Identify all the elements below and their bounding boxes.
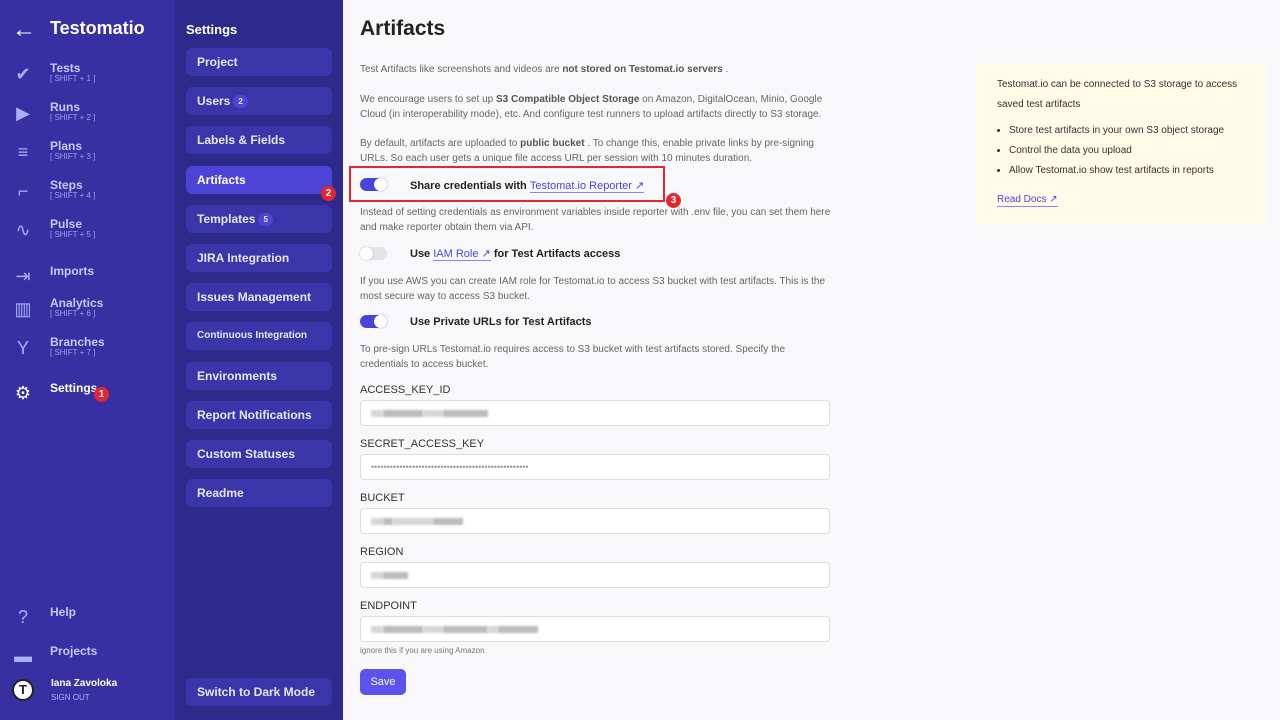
settings-item-custom-statuses[interactable]: Custom Statuses (186, 440, 332, 468)
list-check-icon: ≡ (17, 142, 29, 162)
settings-item-jira-integration[interactable]: JIRA Integration (186, 244, 332, 272)
settings-item-users[interactable]: Users 2 (186, 87, 332, 116)
gear-icon: ⚙ (14, 383, 32, 403)
nav-plans[interactable]: ≡ Plans[ SHIFT + 3 ] (0, 136, 175, 172)
dark-mode-button[interactable]: Switch to Dark Mode (186, 678, 332, 706)
settings-item-issues-management[interactable]: Issues Management (186, 283, 332, 312)
reporter-link[interactable]: Testomat.io Reporter ↗ (529, 180, 645, 193)
nav-help[interactable]: ? Help (0, 601, 175, 637)
nav-analytics[interactable]: ▥ Analytics[ SHIFT + 6 ] (0, 293, 175, 329)
nav-projects[interactable]: ▬ Projects (14, 644, 98, 666)
highlight-box (349, 166, 665, 202)
info-text: Testomat.io can be connected to S3 stora… (997, 79, 1238, 110)
settings-sidebar (175, 0, 343, 720)
annotation-badge: 1 (94, 387, 109, 402)
share-credentials-label: Share credentials with Testomat.io Repor… (410, 180, 645, 193)
count-badge: 5 (258, 212, 273, 226)
iam-role-link[interactable]: IAM Role ↗ (433, 248, 491, 261)
settings-item-templates[interactable]: Templates 5 (186, 204, 332, 233)
field-label: ENDPOINT (360, 600, 417, 612)
s3-text: We encourage users to set up S3 Compatib… (360, 94, 823, 120)
import-icon: ⇥ (15, 266, 31, 286)
annotation-badge: 2 (321, 186, 336, 201)
settings-item-labels-fields[interactable]: Labels & Fields (186, 126, 332, 155)
settings-item-continuous-integration[interactable]: Continuous Integration (186, 322, 332, 351)
app-title: Testomatio (50, 18, 145, 38)
settings-item-artifacts[interactable]: Artifacts (186, 165, 332, 194)
endpoint-input[interactable] (360, 616, 830, 642)
share-credentials-toggle[interactable] (360, 178, 387, 191)
check-icon: ✔ (15, 64, 31, 84)
arrow-left-icon[interactable]: ← (12, 16, 36, 43)
nav-settings[interactable]: ⚙ Settings (0, 377, 175, 413)
field-label: ACCESS_KEY_ID (360, 384, 451, 396)
sign-out-link[interactable]: SIGN OUT (51, 693, 90, 702)
user-name: Iana Zavoloka (51, 678, 118, 689)
iam-role-toggle[interactable] (360, 247, 387, 260)
bucket-text: By default, artifacts are uploaded to pu… (360, 138, 814, 164)
secret-access-key-input[interactable]: ••••••••••••••••••••••••••••••••••••••••… (360, 454, 830, 480)
nav-tests[interactable]: ✔ Tests[ SHIFT + 1 ] (0, 58, 175, 94)
settings-item-environments[interactable]: Environments (186, 361, 332, 390)
endpoint-hint: ignore this if you are using Amazon (360, 646, 485, 655)
field-label: SECRET_ACCESS_KEY (360, 438, 485, 450)
stairs-icon: ⌐ (17, 181, 29, 201)
settings-item-report-notifications[interactable]: Report Notifications (186, 400, 332, 429)
private-urls-desc: To pre-sign URLs Testomat.io requires ac… (360, 344, 786, 370)
folder-icon: ▬ (14, 646, 32, 666)
main-sidebar: ← Testomatio ✔ Tests[ SHIFT + 1 ] ▶ Runs[ S… (0, 0, 175, 720)
nav-runs[interactable]: ▶ Runs[ SHIFT + 2 ] (0, 97, 175, 133)
settings-item-readme[interactable]: Readme (186, 479, 332, 508)
branch-icon: Y (16, 338, 29, 358)
chart-icon: ▥ (14, 299, 32, 319)
info-panel: Testomat.io can be connected to S3 stora… (976, 63, 1266, 225)
settings-item-project[interactable]: Project (186, 48, 332, 76)
save-button[interactable]: Save (360, 669, 406, 695)
field-label: BUCKET (360, 492, 405, 504)
nav-steps[interactable]: ⌐ Steps[ SHIFT + 4 ] (0, 175, 175, 211)
share-credentials-desc: Instead of setting credentials as enviro… (360, 207, 831, 233)
help-icon: ? (17, 607, 28, 627)
count-badge: 2 (233, 95, 248, 109)
iam-role-label: Use IAM Role ↗ for Test Artifacts access (410, 248, 621, 261)
info-bullet: Store test artifacts in your own S3 obje… (1009, 121, 1245, 141)
read-docs-link[interactable]: Read Docs ↗ (997, 194, 1058, 207)
access-key-id-input[interactable] (360, 400, 830, 426)
nav-pulse[interactable]: ∿ Pulse[ SHIFT + 5 ] (0, 214, 175, 250)
info-bullet: Control the data you upload (1009, 141, 1245, 161)
nav-imports[interactable]: ⇥ Imports (0, 260, 175, 296)
bucket-input[interactable] (360, 508, 830, 534)
private-urls-toggle[interactable] (360, 315, 387, 328)
nav-branches[interactable]: Y Branches[ SHIFT + 7 ] (0, 332, 175, 368)
pulse-icon: ∿ (15, 220, 31, 240)
settings-heading: Settings (186, 22, 238, 37)
avatar[interactable]: T (12, 679, 34, 701)
region-input[interactable] (360, 562, 830, 588)
intro-text: Test Artifacts like screenshots and vide… (360, 64, 729, 75)
private-urls-label: Use Private URLs for Test Artifacts (410, 316, 592, 328)
annotation-badge: 3 (666, 193, 681, 208)
main-content: Artifacts Test Artifacts like screenshot… (343, 0, 1280, 720)
iam-role-desc: If you use AWS you can create IAM role f… (360, 276, 826, 302)
page-title: Artifacts (360, 17, 446, 40)
field-label: REGION (360, 546, 404, 558)
play-circle-icon: ▶ (16, 103, 30, 123)
info-bullet: Allow Testomat.io show test artifacts in… (1009, 161, 1245, 181)
